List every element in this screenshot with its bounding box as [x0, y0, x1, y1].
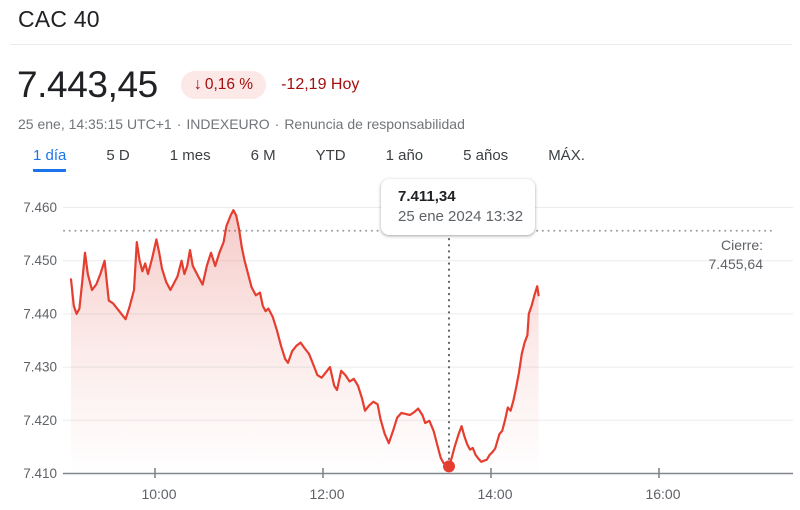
- meta-separator: ·: [274, 116, 280, 132]
- area-fill: [71, 210, 539, 474]
- quote-timestamp: 25 ene, 14:35:15 UTC+1: [18, 116, 172, 132]
- tooltip-date: 25 ene 2024 13:32: [398, 208, 524, 225]
- disclaimer-link[interactable]: Renuncia de responsabilidad: [284, 116, 465, 132]
- chart-tooltip: 7.411,34 25 ene 2024 13:32: [381, 179, 535, 235]
- tab-m-x-[interactable]: MÁX.: [548, 147, 585, 164]
- close-label-title: Cierre:: [720, 237, 763, 253]
- tab-1-mes[interactable]: 1 mes: [169, 147, 211, 164]
- close-label-value: 7.455,64: [708, 256, 764, 272]
- exchange-name: INDEXEURO: [186, 116, 270, 132]
- y-axis-label: 7.440: [23, 306, 57, 321]
- tab-ytd[interactable]: YTD: [315, 147, 346, 164]
- y-axis-label: 7.450: [23, 253, 57, 268]
- y-axis-label: 7.420: [23, 413, 57, 428]
- tab-5-d[interactable]: 5 D: [106, 147, 130, 164]
- x-axis-label: 10:00: [141, 486, 176, 502]
- selected-point-marker: [443, 460, 455, 473]
- tab-1-d-a[interactable]: 1 día: [33, 147, 67, 172]
- tooltip-value: 7.411,34: [398, 188, 456, 205]
- tab-5-a-os[interactable]: 5 años: [463, 147, 509, 164]
- y-axis-label: 7.460: [23, 200, 57, 215]
- change-percent: 0,16 %: [204, 76, 254, 93]
- x-axis-label: 12:00: [309, 486, 344, 502]
- tab-6-m[interactable]: 6 M: [250, 147, 276, 164]
- current-price: 7.443,45: [17, 64, 158, 105]
- y-axis-label: 7.430: [23, 360, 57, 375]
- price-row: 7.443,45 ↓ 0,16 % -12,19 Hoy: [17, 64, 359, 106]
- price-line: [69, 209, 540, 468]
- tab-1-a-o[interactable]: 1 año: [385, 147, 424, 164]
- header-divider: [10, 44, 792, 45]
- previous-close-label: Cierre: 7.455,64: [709, 236, 764, 274]
- y-axis-label: 7.410: [23, 466, 57, 481]
- meta-separator: ·: [176, 116, 182, 132]
- change-amount: -12,19 Hoy: [281, 76, 360, 93]
- range-tabs: 1 día 5 D 1 mes 6 M YTD 1 año 5 años MÁX.: [33, 147, 585, 172]
- arrow-down-icon: ↓: [193, 76, 202, 93]
- change-percent-badge: ↓ 0,16 %: [180, 71, 267, 99]
- page-title: CAC 40: [18, 6, 100, 32]
- quote-meta: 25 ene, 14:35:15 UTC+1 · INDEXEURO · Renunci…: [18, 116, 465, 132]
- x-axis-label: 14:00: [477, 486, 512, 502]
- x-axis-label: 16:00: [645, 486, 680, 502]
